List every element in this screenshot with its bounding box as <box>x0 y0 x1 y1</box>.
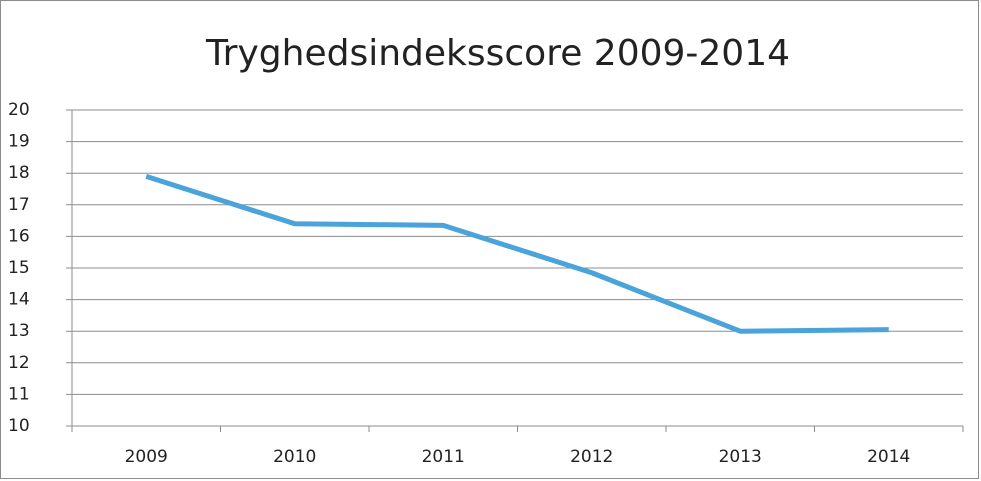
y-tick-label: 19 <box>8 132 30 152</box>
y-tick-label: 13 <box>8 321 30 341</box>
y-tick-label: 20 <box>8 100 30 120</box>
y-tick-label: 17 <box>8 195 30 215</box>
x-tick-label: 2014 <box>867 447 910 467</box>
data-line <box>145 173 889 334</box>
y-tick-label: 15 <box>8 258 30 278</box>
y-tick-label: 10 <box>8 416 30 436</box>
y-tick-label: 12 <box>8 353 30 373</box>
y-tick-label: 18 <box>8 163 30 183</box>
x-tick-label: 2013 <box>719 447 762 467</box>
chart-title: Tryghedsindeksscore 2009-2014 <box>205 33 790 74</box>
x-tick-label: 2011 <box>422 447 465 467</box>
y-tick-label: 16 <box>8 226 30 246</box>
y-tick-label: 11 <box>8 384 30 404</box>
y-tick-label: 14 <box>8 290 30 310</box>
x-tick-label: 2012 <box>570 447 613 467</box>
x-tick-label: 2009 <box>125 447 168 467</box>
x-tick-label: 2010 <box>273 447 316 467</box>
